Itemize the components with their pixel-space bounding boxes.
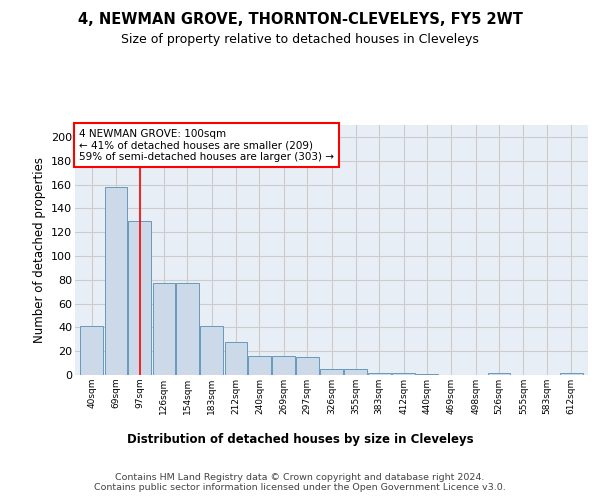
Text: Distribution of detached houses by size in Cleveleys: Distribution of detached houses by size … (127, 432, 473, 446)
Text: 4, NEWMAN GROVE, THORNTON-CLEVELEYS, FY5 2WT: 4, NEWMAN GROVE, THORNTON-CLEVELEYS, FY5… (77, 12, 523, 28)
Bar (392, 372, 415, 375)
Bar (105, 187, 127, 375)
Text: 4 NEWMAN GROVE: 100sqm
← 41% of detached houses are smaller (209)
59% of semi-de: 4 NEWMAN GROVE: 100sqm ← 41% of detached… (79, 128, 334, 162)
Bar (152, 284, 175, 375)
Y-axis label: Number of detached properties: Number of detached properties (32, 157, 46, 343)
Bar (416, 374, 439, 375)
Bar (560, 372, 583, 375)
Bar (224, 342, 247, 375)
Text: Size of property relative to detached houses in Cleveleys: Size of property relative to detached ho… (121, 32, 479, 46)
Bar (176, 284, 199, 375)
Bar (272, 356, 295, 375)
Bar (80, 326, 103, 375)
Bar (488, 372, 511, 375)
Bar (368, 372, 391, 375)
Bar (248, 356, 271, 375)
Text: Contains HM Land Registry data © Crown copyright and database right 2024.
Contai: Contains HM Land Registry data © Crown c… (94, 472, 506, 492)
Bar (344, 369, 367, 375)
Bar (200, 326, 223, 375)
Bar (128, 222, 151, 375)
Bar (320, 369, 343, 375)
Bar (296, 357, 319, 375)
